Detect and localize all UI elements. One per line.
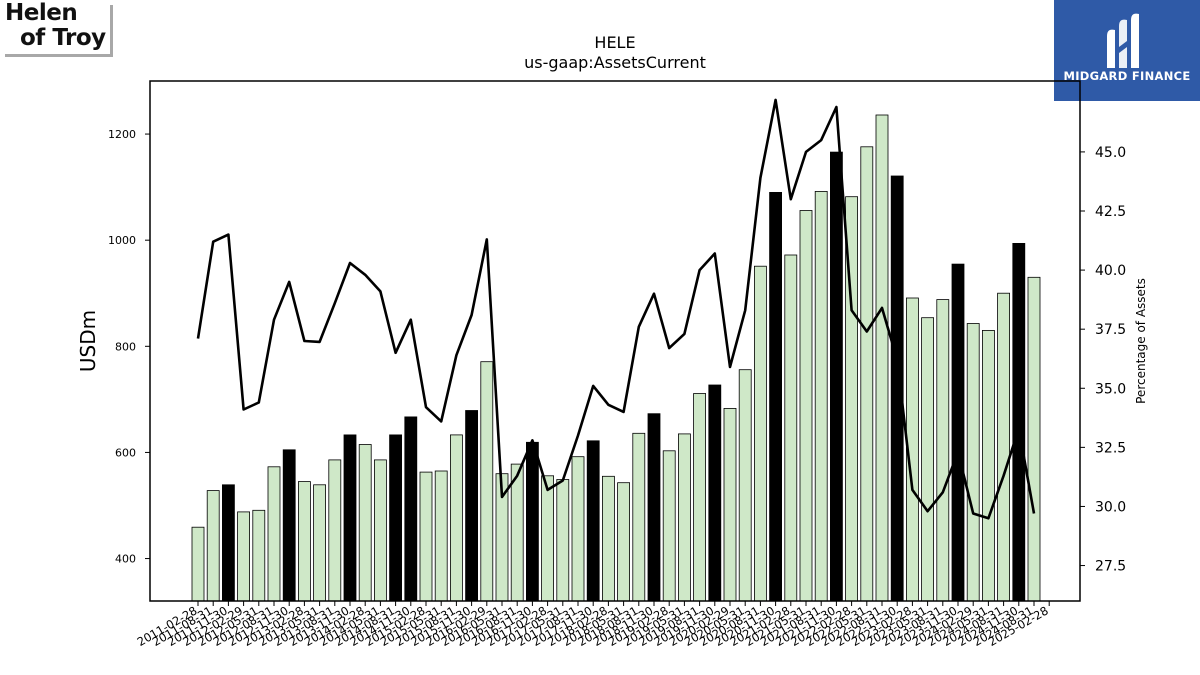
bar <box>1027 276 1041 602</box>
plot-frame <box>149 80 1081 602</box>
bar <box>328 459 342 602</box>
bar <box>708 384 722 602</box>
y2-tick-label: 27.5 <box>1095 559 1126 575</box>
bar <box>373 459 387 602</box>
bar <box>252 509 266 602</box>
bar <box>389 434 403 602</box>
bar <box>830 151 843 602</box>
bar <box>617 482 630 602</box>
bar <box>632 432 646 602</box>
bar <box>860 146 874 602</box>
bar <box>875 114 889 602</box>
midgard-mark-icon <box>1107 13 1139 69</box>
y2-tick-label: 35.0 <box>1095 381 1126 397</box>
bar <box>571 456 585 602</box>
bar <box>480 361 494 602</box>
logo-line-1: Helen <box>5 0 78 26</box>
y-tick-label: 400 <box>115 553 136 566</box>
line-series <box>196 98 1036 520</box>
bar <box>526 441 539 602</box>
bar <box>556 479 570 602</box>
midgard-finance-logo: MIDGARD FINANCE <box>1054 0 1200 101</box>
bar <box>419 471 433 602</box>
bar <box>602 475 615 602</box>
bar <box>343 434 357 602</box>
bar <box>206 490 220 602</box>
y-tick-label: 1200 <box>108 128 136 141</box>
bar <box>647 413 661 602</box>
bar <box>313 484 327 602</box>
bar <box>434 470 448 602</box>
y2-tick-label: 40.0 <box>1095 263 1126 279</box>
logo-name: MIDGARD FINANCE <box>1063 69 1191 83</box>
bar-series <box>191 114 1041 602</box>
bar <box>951 263 965 602</box>
bar <box>769 191 782 602</box>
chart-title: HELE <box>594 33 635 52</box>
percentage-line <box>196 98 1036 520</box>
bar <box>541 475 554 602</box>
bar <box>662 450 676 602</box>
bar <box>404 416 418 602</box>
bar <box>982 329 995 602</box>
bar <box>936 299 950 602</box>
y-tick-label: 800 <box>115 340 136 353</box>
bar <box>358 444 372 602</box>
bar <box>966 323 980 602</box>
bar <box>693 393 706 602</box>
bar <box>738 369 752 602</box>
bar <box>449 434 463 602</box>
bar <box>267 466 281 602</box>
bar <box>510 463 524 602</box>
bar <box>997 292 1010 602</box>
y2-axis-label: Percentage of Assets <box>1134 278 1148 404</box>
bar <box>282 449 296 602</box>
bar <box>723 407 737 602</box>
y-axis-left: 400 600 800 1000 1200 <box>108 128 150 566</box>
bar <box>191 526 205 602</box>
x-axis: 2011-02-282011-08-312011-11-302012-02-29… <box>135 601 1051 649</box>
y2-tick-label: 45.0 <box>1095 145 1126 161</box>
bar <box>921 317 934 602</box>
helen-of-troy-logo: Helen of Troy <box>5 1 113 57</box>
bar <box>237 511 251 602</box>
bar <box>678 433 691 602</box>
y-axis-label: USDm <box>76 310 100 372</box>
logo-line-2: of Troy <box>20 25 106 51</box>
bar <box>784 254 798 602</box>
bar <box>814 190 828 602</box>
y-tick-label: 600 <box>115 446 136 459</box>
bar <box>297 481 311 602</box>
bar <box>799 210 813 602</box>
y2-tick-label: 37.5 <box>1095 322 1126 338</box>
y2-tick-label: 30.0 <box>1095 499 1126 515</box>
y2-tick-label: 32.5 <box>1095 440 1126 456</box>
y2-tick-label: 42.5 <box>1095 204 1126 220</box>
bar <box>221 484 235 602</box>
bar <box>754 265 767 602</box>
chart-subtitle: us-gaap:AssetsCurrent <box>524 53 706 72</box>
bar <box>465 410 479 602</box>
bar <box>1012 242 1026 602</box>
bar <box>586 440 600 602</box>
y-axis-right: 27.5 30.0 32.5 35.0 37.5 40.0 42.5 45.0 <box>1080 145 1126 575</box>
y-tick-label: 1000 <box>108 234 136 247</box>
